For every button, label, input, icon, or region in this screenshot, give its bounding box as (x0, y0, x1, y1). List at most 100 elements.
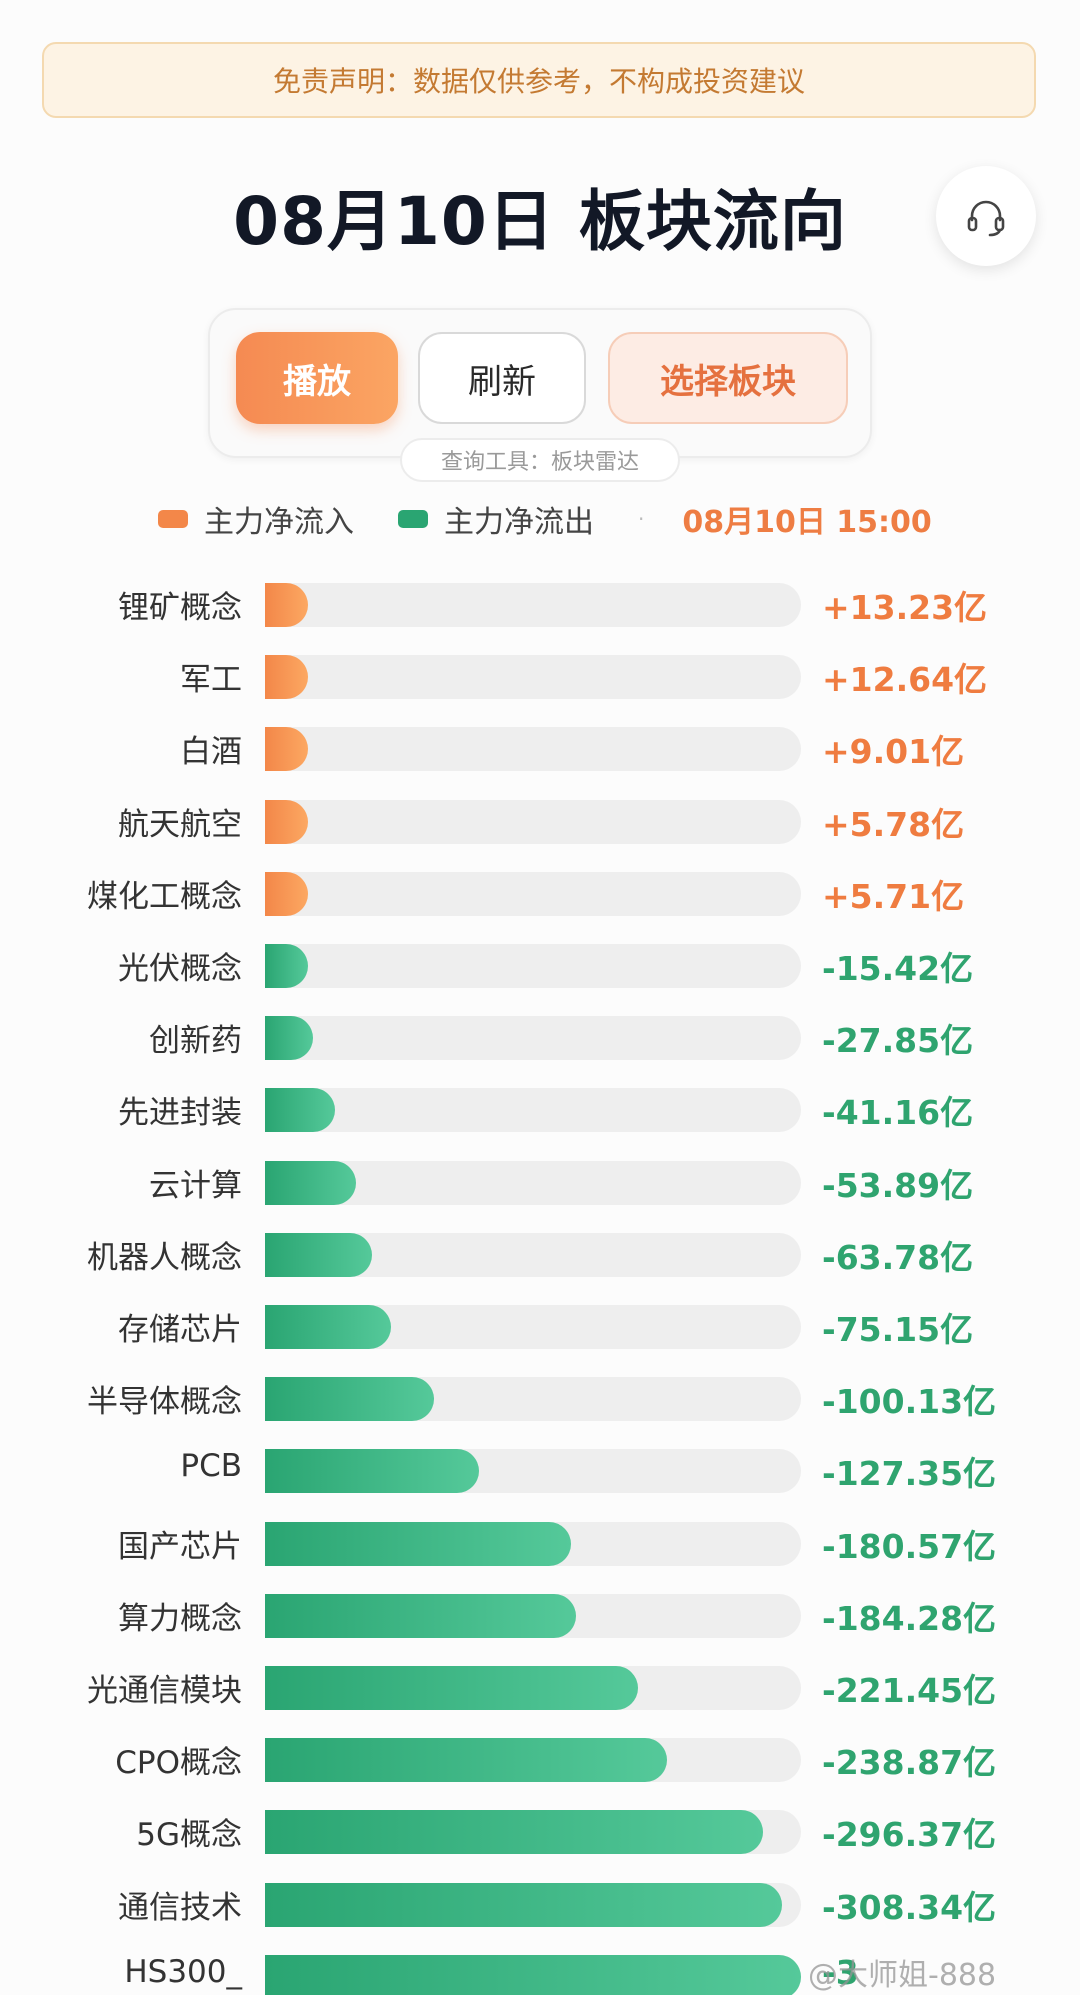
bar-value-label: +13.23亿 (822, 588, 988, 627)
bar-track (265, 1449, 801, 1494)
watermark: @大师姐-888 (808, 1958, 997, 1993)
play-button[interactable]: 播放 (236, 332, 398, 424)
bar (265, 1593, 576, 1638)
bar-category-label: 先进封装 (118, 1095, 242, 1132)
bar-row: 煤化工概念 +5.71亿 (0, 855, 1080, 927)
bar (265, 727, 308, 772)
bar-value-label: -15.42亿 (822, 949, 974, 988)
legend-inflow-label: 主力净流入 (204, 505, 354, 540)
bar-category-label: 算力概念 (118, 1600, 242, 1637)
bar-row: 创新药 -27.85亿 (0, 999, 1080, 1071)
refresh-button[interactable]: 刷新 (418, 332, 586, 424)
bar-category-label: PCB (180, 1448, 242, 1485)
bar-row: 机器人概念 -63.78亿 (0, 1216, 1080, 1288)
bar-category-label: 航天航空 (118, 806, 242, 843)
bar (265, 1305, 391, 1349)
legend-separator: · (638, 507, 645, 531)
bar-category-label: 5G概念 (136, 1817, 242, 1854)
bar-category-label: 光伏概念 (118, 951, 242, 987)
bar-value-label: +5.71亿 (822, 876, 965, 916)
bar-category-label: 锂矿概念 (118, 590, 242, 626)
data-timestamp: 08月10日 15:00 (682, 505, 932, 540)
bar-track (265, 1377, 801, 1422)
bar-category-label: CPO概念 (115, 1745, 242, 1782)
bar-row: PCB -127.35亿 (0, 1432, 1080, 1504)
inflow-swatch (158, 510, 188, 528)
bar-row: 5G概念 -296.37亿 (0, 1793, 1080, 1865)
customer-service-button[interactable] (936, 166, 1036, 266)
bar-row: 国产芯片 -180.57亿 (0, 1505, 1080, 1577)
bar (265, 583, 308, 627)
tool-tag: 查询工具：板块雷达 (400, 438, 680, 482)
bar-value-label: +5.78亿 (822, 804, 965, 844)
bar-row: 存储芯片 -75.15亿 (0, 1288, 1080, 1360)
sector-flow-chart: 锂矿概念 +13.23亿 军工 +12.64亿 白酒 +9.01亿 航天航空 +5.78亿 煤化… (0, 566, 1080, 1995)
bar (265, 1016, 314, 1061)
bar-track (265, 655, 801, 700)
bar-track (265, 1810, 801, 1855)
bar-track (265, 1305, 801, 1349)
bar-value-label: -75.15亿 (822, 1310, 974, 1349)
bar-row: 通信技术 -308.34亿 (0, 1866, 1080, 1938)
bar-track (265, 1521, 801, 1566)
bar-value-label: -180.57亿 (822, 1526, 997, 1566)
bar (265, 1954, 801, 1995)
bar-track (265, 1160, 801, 1205)
bar-track (265, 799, 801, 844)
bar-category-label: 军工 (180, 662, 242, 699)
bar (265, 1160, 357, 1205)
bar-category-label: HS300_ (124, 1953, 242, 1990)
bar (265, 1449, 480, 1494)
bar-category-label: 国产芯片 (118, 1528, 242, 1565)
chart-legend: 主力净流入 主力净流出 · 08月10日 15:00 (158, 496, 932, 542)
bar-row: 锂矿概念 +13.23亿 (0, 566, 1080, 638)
bar-row: 航天航空 +5.78亿 (0, 783, 1080, 855)
disclaimer-banner: 免责声明：数据仅供参考，不构成投资建议 (42, 42, 1036, 118)
bar (265, 871, 308, 916)
outflow-swatch (398, 510, 428, 528)
bar (265, 1088, 335, 1133)
bar-track (265, 1882, 801, 1927)
bar-row: 光通信模块 -221.45亿 (0, 1649, 1080, 1721)
bar-value-label: -100.13亿 (822, 1382, 997, 1422)
bar-value-label: -3 (822, 1952, 859, 1992)
bar (265, 1232, 373, 1277)
bar-value-label: -221.45亿 (822, 1671, 997, 1710)
bar-track (265, 1232, 801, 1277)
bar-value-label: -238.87亿 (822, 1743, 997, 1783)
bar (265, 1738, 667, 1783)
bar (265, 655, 308, 700)
legend-inflow: 主力净流入 (158, 497, 354, 541)
bar-track (265, 1954, 801, 1995)
bar-value-label: -53.89亿 (822, 1165, 974, 1205)
bar-value-label: -308.34亿 (822, 1887, 997, 1927)
bar-value-label: -127.35亿 (822, 1454, 997, 1494)
bar-row: HS300_ -3 (0, 1938, 1080, 1995)
bar-value-label: -184.28亿 (822, 1598, 997, 1638)
bar (265, 799, 308, 844)
bar-category-label: 光通信模块 (87, 1673, 242, 1709)
bar-row: 先进封装 -41.16亿 (0, 1071, 1080, 1143)
bar-track (265, 1593, 801, 1638)
bar-value-label: -296.37亿 (822, 1815, 997, 1855)
bar-track (265, 1088, 801, 1133)
bar-row: 半导体概念 -100.13亿 (0, 1360, 1080, 1432)
bar-track (265, 871, 801, 916)
bar-track (265, 1738, 801, 1783)
bar-track (265, 944, 801, 988)
bar-category-label: 白酒 (180, 734, 242, 771)
bar-row: 云计算 -53.89亿 (0, 1144, 1080, 1216)
bar-row: CPO概念 -238.87亿 (0, 1721, 1080, 1793)
bar-value-label: +12.64亿 (822, 660, 988, 700)
bar-value-label: -27.85亿 (822, 1021, 974, 1061)
bar (265, 1666, 638, 1710)
bar-category-label: 存储芯片 (118, 1312, 242, 1348)
bar-track (265, 1016, 801, 1061)
bar (265, 1521, 571, 1566)
select-sector-button[interactable]: 选择板块 (608, 332, 848, 424)
legend-outflow: 主力净流出 (398, 497, 594, 541)
bar (265, 1810, 764, 1855)
bar-row: 算力概念 -184.28亿 (0, 1577, 1080, 1649)
bar-track (265, 727, 801, 772)
bar-category-label: 云计算 (149, 1167, 242, 1204)
